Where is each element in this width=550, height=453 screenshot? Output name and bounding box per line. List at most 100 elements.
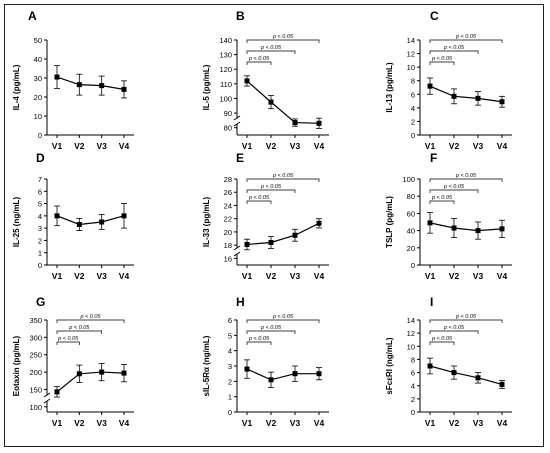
y-tick-label: 30 [34, 74, 42, 83]
y-tick-label: 300 [29, 333, 42, 342]
significance-bracket [429, 39, 503, 43]
x-tick-label: V4 [119, 271, 130, 281]
significance-label: p < 0.05 [260, 325, 282, 331]
y-tick-label: 18 [224, 241, 232, 250]
y-tick-label: 22 [224, 215, 232, 224]
axis-break-mark [233, 245, 241, 251]
panel-label: E [236, 151, 244, 165]
x-tick-label: V3 [290, 141, 301, 151]
x-tick-label: V1 [242, 141, 253, 151]
x-tick-label: V2 [74, 418, 85, 428]
significance-label: p < 0.05 [443, 184, 465, 190]
panel-label: A [28, 9, 37, 23]
significance-label: p < 0.05 [443, 325, 465, 331]
panel-h: H 0 1 2 3 4 5 6 V1 V2 V3 V4 sIL-5Rα (ng/mL) p < 0.05 p… [202, 295, 329, 428]
x-tick-label: V3 [96, 271, 107, 281]
y-axis-label: IL-4 (pg/mL) [12, 64, 21, 110]
panel-i: I 0 2 4 6 8 10 12 14 V1 V2 V3 V4 sFcεRI (ng/mL) p < 0.… [385, 295, 512, 428]
data-point [316, 120, 322, 126]
data-point [99, 83, 105, 89]
y-tick-label: 40 [407, 227, 415, 236]
y-tick-label: 2 [228, 377, 232, 386]
significance-bracket [429, 330, 479, 334]
data-point [244, 366, 250, 372]
y-tick-label: 12 [407, 50, 415, 59]
y-tick-label: 1 [228, 393, 232, 402]
x-tick-label: V4 [314, 141, 325, 151]
significance-label: p < 0.05 [455, 34, 477, 40]
series-line [246, 368, 319, 381]
significance-bracket [429, 178, 503, 182]
data-point [316, 371, 322, 377]
y-tick-label: 3 [38, 224, 42, 233]
y-axis-label: IL-13 (pg/mL) [385, 62, 394, 113]
significance-label: p < 0.05 [431, 56, 453, 62]
significance-label: p < 0.05 [260, 45, 282, 51]
data-point [292, 232, 298, 238]
significance-bracket [246, 330, 296, 334]
significance-label: p < 0.05 [79, 314, 101, 320]
y-tick-label: 4 [38, 212, 42, 221]
data-point [499, 99, 505, 105]
panel-label: H [236, 295, 245, 309]
y-tick-label: 80 [224, 124, 232, 133]
y-tick-label: 4 [228, 347, 232, 356]
y-tick-label: 100 [29, 403, 42, 412]
y-tick-label: 10 [34, 112, 42, 121]
y-tick-label: 5 [228, 331, 232, 340]
panel-b: B 80 90 100 110 120 130 140 V1 V2 V3 V4 IL-5 (pg/mL)… [202, 9, 329, 151]
y-tick-label: 0 [38, 261, 42, 270]
significance-bracket [246, 319, 320, 323]
data-point [268, 377, 274, 383]
y-tick-label: 2 [411, 395, 415, 404]
data-point [475, 228, 481, 234]
series-line [56, 215, 125, 226]
y-tick-label: 90 [224, 109, 232, 118]
significance-bracket [246, 178, 320, 182]
significance-label: p < 0.05 [272, 314, 294, 320]
y-tick-label: 0 [411, 261, 415, 270]
y-tick-label: 100 [402, 175, 415, 184]
x-tick-label: V1 [425, 418, 436, 428]
significance-bracket [246, 61, 272, 65]
data-point [99, 369, 105, 375]
y-tick-label: 4 [411, 104, 415, 113]
y-tick-label: 120 [219, 65, 232, 74]
series-line [429, 222, 503, 232]
data-point [451, 225, 457, 231]
y-tick-label: 250 [29, 351, 42, 360]
series-line [246, 80, 320, 124]
significance-label: p < 0.05 [455, 173, 477, 179]
x-tick-label: V1 [425, 141, 436, 151]
data-point [54, 74, 60, 80]
x-tick-label: V1 [242, 418, 253, 428]
y-tick-label: 7 [38, 175, 42, 184]
panel-label: C [430, 9, 439, 23]
significance-bracket [246, 200, 272, 204]
significance-bracket [246, 341, 272, 345]
y-tick-label: 110 [220, 80, 232, 89]
y-tick-label: 12 [407, 329, 415, 338]
y-axis-label: IL-25 (ng/mL) [12, 197, 21, 248]
x-tick-label: V1 [52, 271, 63, 281]
x-tick-label: V4 [497, 271, 508, 281]
y-tick-label: 6 [411, 90, 415, 99]
panel-label: D [36, 151, 45, 165]
significance-label: p < 0.05 [443, 45, 465, 51]
y-tick-label: 0 [38, 131, 42, 140]
x-tick-label: V3 [473, 418, 484, 428]
series-line [56, 371, 125, 393]
x-tick-label: V2 [449, 418, 460, 428]
y-tick-label: 16 [224, 254, 232, 263]
x-tick-label: V3 [473, 271, 484, 281]
axis-break-mark [233, 115, 241, 121]
y-tick-label: 14 [407, 36, 415, 45]
data-point [76, 82, 82, 88]
significance-bracket [246, 50, 296, 54]
significance-bracket [246, 189, 296, 193]
y-axis-label: IL-33 (pg/mL) [202, 197, 211, 248]
x-tick-label: V4 [497, 418, 508, 428]
y-tick-label: 80 [407, 192, 415, 201]
panel-label: G [36, 295, 45, 309]
y-tick-label: 3 [228, 362, 232, 371]
